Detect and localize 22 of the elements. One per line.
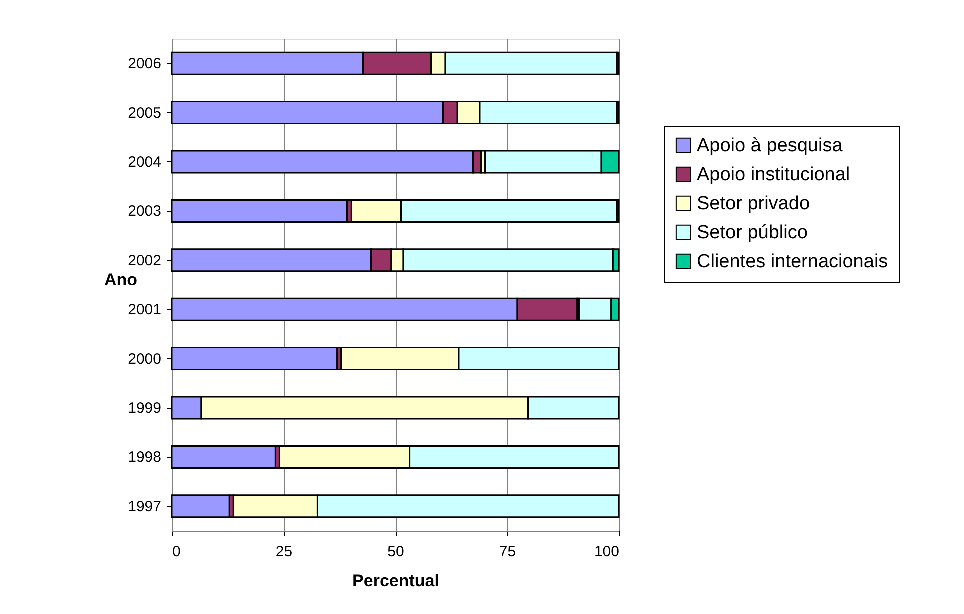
y-tick-label: 2006 (128, 56, 162, 73)
x-tick-label: 50 (388, 544, 404, 560)
x-axis-title: Percentual (352, 572, 440, 590)
y-tick-label: 2001 (128, 302, 162, 319)
y-tick-label: 1997 (128, 498, 162, 516)
y-tick-label: 2000 (128, 350, 162, 368)
x-tick-label: 0 (172, 544, 181, 560)
legend-label: Setor público (697, 222, 808, 244)
legend-label: Apoio à pesquisa (697, 136, 844, 156)
legend-label: Setor privado (697, 194, 810, 214)
y-tick-label: 1998 (128, 449, 162, 466)
y-tick-label: 1999 (128, 400, 162, 417)
y-tick-label: 2003 (128, 203, 162, 220)
x-tick-label: 75 (499, 544, 516, 560)
legend-label: Apoio institucional (697, 164, 850, 186)
y-tick-label: 2005 (128, 104, 162, 122)
x-tick-label: 100 (594, 544, 620, 560)
y-tick-label: 2002 (128, 252, 162, 270)
legend-label: Clientes internacionais (697, 252, 888, 272)
y-tick-label: 2004 (128, 154, 162, 171)
x-tick-label: 25 (276, 544, 293, 560)
y-axis-title: Ano (104, 270, 138, 290)
